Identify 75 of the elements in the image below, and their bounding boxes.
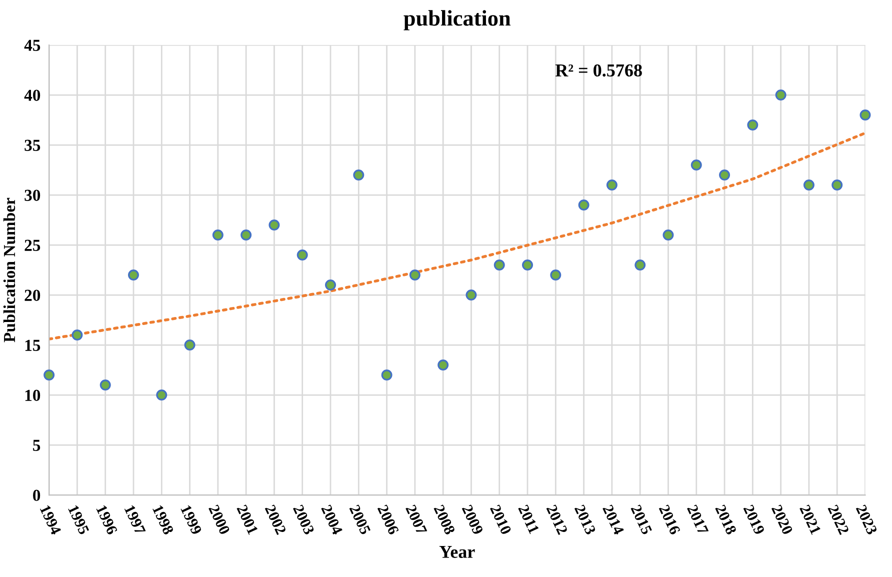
point — [775, 90, 786, 101]
y-tick-label: 25 — [24, 240, 40, 251]
x-tick-label: 2022 — [828, 504, 850, 536]
point — [44, 370, 55, 381]
x-tick-label: 2015 — [630, 504, 652, 536]
y-tick-label: 20 — [24, 290, 40, 301]
y-tick-label: 10 — [25, 390, 40, 401]
point — [690, 160, 702, 171]
x-tick-label: 2003 — [292, 504, 315, 536]
point — [438, 360, 449, 371]
point — [128, 270, 139, 281]
x-axis-title: Year — [439, 546, 475, 558]
point — [240, 230, 252, 241]
chart-title: publication — [404, 10, 511, 30]
point — [522, 260, 534, 271]
x-tick-label: 2023 — [856, 504, 878, 536]
point — [296, 250, 308, 261]
annotation: R² = 0.5768 — [555, 64, 642, 77]
x-tick-label: 2014 — [602, 504, 624, 536]
x-tick-label: 2012 — [546, 504, 568, 536]
x-tick-label: 1998 — [152, 504, 174, 536]
point — [747, 120, 758, 131]
x-tick-label: 1999 — [180, 504, 202, 536]
x-tick-label: 1994 — [40, 504, 62, 536]
point — [578, 200, 590, 211]
y-tick-label: 30 — [24, 190, 40, 201]
point — [409, 270, 420, 281]
y-axis-title: Publication Number — [3, 198, 16, 342]
point — [184, 340, 196, 351]
point — [212, 230, 224, 241]
y-tick-label: 5 — [33, 440, 40, 452]
x-tick-label: 2007 — [405, 504, 428, 536]
x-tick-label: 2020 — [771, 504, 794, 536]
x-tick-label: 2018 — [715, 504, 737, 536]
x-tick-label: 2021 — [799, 504, 822, 535]
x-tick-label: 2010 — [490, 504, 512, 536]
x-tick-label: 1995 — [68, 504, 90, 536]
x-tick-label: 2008 — [434, 504, 456, 536]
x-tick-label: 2006 — [377, 504, 400, 536]
y-tick-label: 15 — [25, 340, 40, 351]
y-tick-label: 0 — [33, 490, 40, 502]
x-tick-label: 1996 — [96, 504, 118, 536]
line-series — [49, 132, 866, 340]
point — [325, 280, 336, 291]
y-tick-label: 40 — [24, 90, 40, 101]
point — [72, 330, 83, 341]
point — [860, 110, 871, 121]
x-tick-label: 2011 — [518, 504, 540, 534]
point — [381, 370, 392, 381]
x-tick-label: 2009 — [462, 504, 484, 536]
x-tick-label: 2001 — [236, 504, 258, 535]
x-tick-label: 2000 — [208, 504, 230, 536]
point — [606, 180, 618, 191]
y-tick-label: 35 — [24, 140, 40, 151]
x-tick-label: 2017 — [686, 504, 709, 536]
point — [268, 220, 280, 231]
point — [156, 390, 168, 401]
x-tick-label: 2013 — [574, 504, 596, 536]
point — [803, 180, 814, 191]
point — [832, 180, 843, 191]
point — [634, 260, 646, 271]
x-tick-label: 2005 — [349, 504, 371, 536]
x-tick-label: 1997 — [124, 504, 146, 536]
point — [353, 170, 364, 181]
y-tick-label: 45 — [24, 40, 40, 51]
x-tick-label: 2019 — [743, 504, 765, 536]
x-tick-label: 2002 — [264, 504, 286, 536]
point — [100, 380, 111, 391]
point — [719, 170, 730, 181]
point — [662, 230, 674, 241]
point — [466, 290, 477, 301]
x-tick-label: 2016 — [658, 504, 681, 536]
x-tick-label: 2004 — [321, 504, 343, 536]
point — [494, 260, 505, 271]
point — [550, 270, 562, 281]
